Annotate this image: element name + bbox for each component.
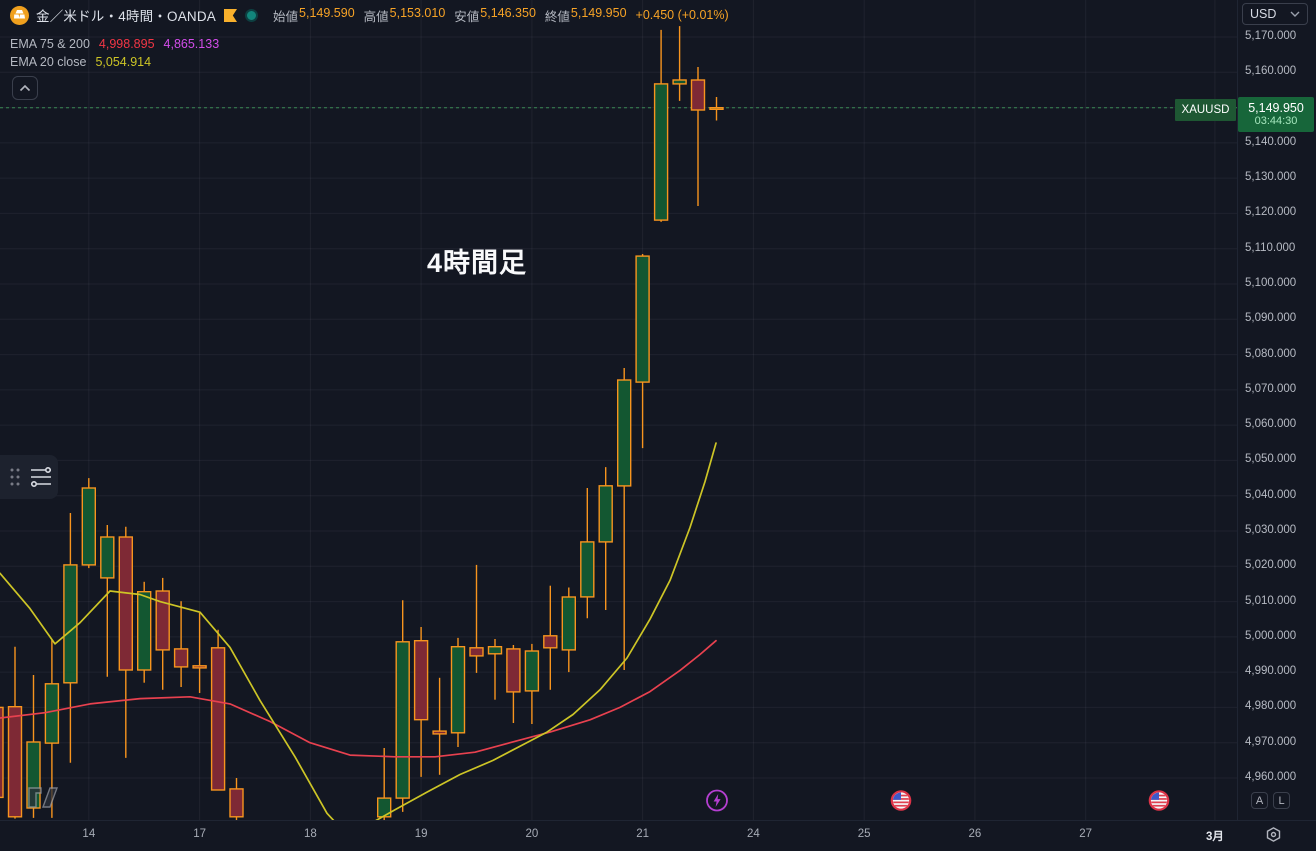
time-tick-label: 19 [414,828,428,840]
axis-settings-gear-icon[interactable] [1265,826,1282,848]
price-axis[interactable]: 5,170.0005,160.0005,150.0005,140.0005,13… [1237,0,1316,820]
ohlc-pair: 終値 5,149.950 [545,6,627,25]
symbol-header: 金／米ドル・4時間・OANDA 始値 5,149.590 高値 5,153.010 安値… [10,5,729,25]
indicator-ema20[interactable]: EMA 20 close 5,054.914 [10,55,151,69]
object-tree-sliders-icon [30,466,51,487]
us-flag-icon [890,790,912,811]
chevron-down-icon [1290,11,1300,17]
economic-event-us[interactable] [890,790,912,817]
price-tick-label: 5,120.000 [1245,206,1297,219]
gold-coin-icon [10,5,29,25]
price-tick-label: 5,080.000 [1245,347,1297,360]
current-price-badge: 5,149.950 03:44:30 [1238,97,1314,132]
lightning-icon [706,789,728,812]
auto-scale-button[interactable]: A [1251,792,1268,809]
price-tick-label: 5,040.000 [1245,488,1297,501]
indicator-name: EMA 75 & 200 [10,37,90,51]
price-tick-label: 5,070.000 [1245,382,1297,395]
price-tick-label: 5,100.000 [1245,277,1297,289]
price-tick-label: 5,160.000 [1245,65,1297,78]
tradingview-logo[interactable] [28,782,59,814]
price-tick-label: 5,090.000 [1245,312,1297,325]
candlestick-chart[interactable] [0,0,1237,820]
indicator-value: 4,998.895 [98,37,155,51]
chart-annotation[interactable]: 4時間足 [427,248,528,278]
currency-label: USD [1250,7,1277,21]
time-tick-label: 14 [82,828,96,840]
time-tick-label: 18 [303,828,317,840]
ohlc-value: 5,153.010 [389,5,446,20]
ohlc-value: 5,149.950 [570,5,627,20]
symbol-price-tag: XAUUSD [1175,99,1236,121]
currency-dropdown[interactable]: USD [1242,3,1308,25]
time-tick-label: 25 [857,828,871,840]
indicator-name: EMA 20 close [10,55,87,69]
price-tick-label: 5,030.000 [1245,524,1297,536]
ohlc-label: 終値 [544,9,570,24]
price-tick-label: 4,980.000 [1245,700,1297,713]
change-value: +0.450 (+0.01%) [635,8,729,22]
time-tick-label: 26 [968,828,982,840]
us-flag-icon [1148,790,1170,811]
ohlc-values: 始値 5,149.590 高値 5,153.010 安値 5,146.350 終値 5,149… [273,6,627,25]
ohlc-pair: 安値 5,146.350 [454,6,536,25]
time-tick-label: 20 [525,828,539,840]
drag-handle-icon [10,468,20,486]
ohlc-label: 安値 [454,9,480,24]
bookmark-flag-icon[interactable] [223,8,238,22]
time-tick-label: 21 [636,828,650,840]
indicator-ema75-200[interactable]: EMA 75 & 200 4,998.895 4,865.133 [10,37,219,51]
time-tick-label: 17 [193,828,206,840]
ohlc-value: 5,149.590 [299,5,355,20]
price-tick-label: 5,130.000 [1245,171,1297,184]
price-tick-label: 4,990.000 [1245,665,1297,678]
ohlc-value: 5,146.350 [480,5,536,20]
ohlc-pair: 高値 5,153.010 [364,6,446,25]
price-tick-label: 5,110.000 [1245,241,1296,254]
price-tick-label: 5,060.000 [1245,418,1297,431]
bar-countdown: 03:44:30 [1254,115,1298,127]
price-tick-label: 5,140.000 [1245,135,1297,148]
indicator-value: 4,865.133 [163,37,220,51]
collapse-indicators-button[interactable] [12,76,38,100]
price-tick-label: 5,020.000 [1245,559,1297,572]
pane-controls[interactable] [0,455,58,499]
symbol-title[interactable]: 金／米ドル・4時間・OANDA [36,9,217,24]
time-tick-label: 24 [746,828,760,840]
economic-event-us[interactable] [1148,790,1170,817]
price-tick-label: 5,170.000 [1245,30,1297,42]
indicator-values: 5,054.914 [95,55,151,69]
time-axis[interactable]: 14 17 18 19 20 21 24 25 26 27 3月 [0,820,1316,851]
ohlc-pair: 始値 5,149.590 [273,6,355,25]
ohlc-label: 高値 [363,9,389,24]
indicator-value: 5,054.914 [95,55,152,69]
time-tick-label: 3月 [1205,831,1224,843]
chevron-up-icon [19,84,31,92]
log-scale-button[interactable]: L [1273,792,1290,809]
price-tick-label: 5,000.000 [1245,629,1297,642]
price-tick-label: 4,970.000 [1245,735,1297,748]
price-tick-label: 5,050.000 [1245,453,1297,466]
current-price: 5,149.950 [1248,101,1304,115]
indicator-values: 4,998.895 4,865.133 [99,37,219,51]
price-tick-label: 4,960.000 [1245,771,1297,783]
economic-event-flash[interactable] [705,789,729,818]
market-status-dot[interactable] [245,8,259,22]
ohlc-label: 始値 [273,9,299,24]
price-tick-label: 5,010.000 [1245,594,1297,607]
time-tick-label: 27 [1079,828,1093,840]
